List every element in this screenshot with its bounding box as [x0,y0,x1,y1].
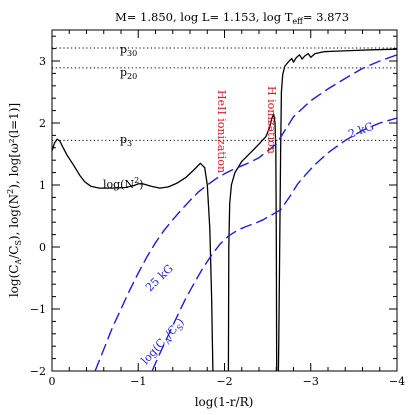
n2-curve-label: log(N2) [103,176,144,191]
he-ionization-label: HeII ionization [215,90,228,173]
series-25-kg [94,54,397,371]
y-tick-label-4: 2 [39,117,46,130]
title-teff-value: 3.873 [316,10,349,24]
p3-label: p3 [120,133,132,148]
x-tick-label-2: −2 [216,375,232,388]
x-tick-label-0: 0 [49,375,56,388]
title-m-value: 1.850 [140,10,173,24]
title-teff-label: log T [263,10,293,24]
kg2-curve-label: 2 kG [347,120,376,141]
title-teff-sub: eff [292,17,304,26]
y-tick-labels: −2 −1 0 1 2 3 [30,55,46,378]
y-tick-label-0: −2 [30,365,46,378]
axis-ticks [51,30,398,372]
title-l-value: 1.153 [223,10,256,24]
p20-label: p20 [120,66,137,81]
y-tick-label-5: 3 [39,55,46,68]
y-tick-label-1: −1 [30,303,46,316]
y-tick-label-3: 1 [39,179,46,192]
x-tick-label-4: −4 [389,375,405,388]
series-log-n [52,138,214,371]
ca-cs-curve-label: log(CA/CS) [139,316,189,369]
chart-title: M= 1.850, log L= 1.153, log Teff= 3.873 [115,10,349,26]
x-tick-label-3: −3 [303,375,319,388]
p30-label: p30 [120,43,137,58]
y-axis-label: log(CA/CS), log(N2), log[ω²(l=1)] [6,103,23,297]
series-lines [52,48,397,371]
title-m-label: M= [115,10,136,24]
h-ionization-label: H ionization [265,86,278,154]
plot-frame [51,29,398,372]
series-2-kg [151,117,397,371]
series-log-n-outer-branch [277,48,397,371]
x-tick-labels: 0 −1 −2 −3 −4 [49,375,406,388]
reference-lines [52,47,397,141]
y-tick-label-2: 0 [39,241,46,254]
series-log-n-inner-branch [227,113,278,371]
x-axis-label: log(1-r/R) [195,395,254,409]
x-tick-label-1: −1 [130,375,146,388]
kg25-curve-label: 25 kG [143,262,176,294]
title-l-label: log L= [180,10,219,24]
